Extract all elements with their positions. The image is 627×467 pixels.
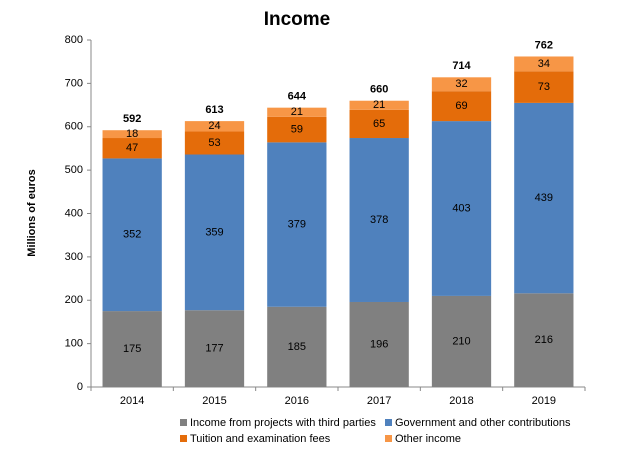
bar-segment	[267, 107, 327, 117]
value-label: 439	[535, 192, 553, 204]
value-label: 21	[373, 99, 385, 111]
legend-label: Income from projects with third parties	[190, 417, 376, 429]
x-tick-label: 2019	[532, 395, 556, 407]
bar-segment	[267, 116, 327, 143]
value-label: 185	[288, 341, 306, 353]
bar-segment	[514, 56, 574, 72]
value-label: 378	[370, 214, 388, 226]
value-label: 53	[208, 137, 220, 149]
value-label: 47	[126, 142, 138, 154]
legend-label: Government and other contributions	[395, 417, 571, 429]
bar-segment	[267, 142, 327, 307]
bar-segment	[514, 293, 574, 387]
bar-segment	[349, 100, 409, 110]
value-label: 65	[373, 118, 385, 130]
y-tick-label: 100	[65, 338, 83, 350]
bar-segment	[102, 158, 162, 312]
total-label: 762	[535, 39, 553, 51]
total-label: 613	[205, 104, 223, 116]
legend-swatch	[180, 435, 187, 442]
y-tick-label: 700	[65, 77, 83, 89]
value-label: 359	[205, 226, 223, 238]
x-tick-label: 2016	[285, 395, 309, 407]
y-tick-label: 500	[65, 164, 83, 176]
bar-segment	[514, 71, 574, 103]
bar-segment	[349, 301, 409, 387]
value-label: 34	[538, 58, 550, 70]
value-label: 196	[370, 338, 388, 350]
value-label: 18	[126, 128, 138, 140]
total-label: 644	[288, 91, 307, 103]
value-label: 73	[538, 81, 550, 93]
legend-label: Other income	[395, 433, 461, 445]
value-label: 175	[123, 343, 141, 355]
legend-swatch	[180, 419, 187, 426]
legend-label: Tuition and examination fees	[190, 433, 331, 445]
legend-swatch	[385, 435, 392, 442]
y-tick-label: 200	[65, 294, 83, 306]
bar-segment	[102, 138, 162, 159]
y-tick-label: 300	[65, 251, 83, 263]
bar-segment	[184, 131, 245, 155]
value-label: 210	[452, 335, 470, 347]
bar-segment	[184, 154, 245, 311]
x-tick-label: 2017	[367, 395, 391, 407]
bar-segment	[267, 306, 327, 387]
total-label: 592	[123, 113, 141, 125]
x-tick-label: 2018	[449, 395, 473, 407]
y-tick-label: 400	[65, 207, 83, 219]
bar-segment	[431, 121, 492, 296]
y-tick-label: 600	[65, 121, 83, 133]
x-tick-label: 2015	[202, 395, 226, 407]
y-axis-label: Millions of euros	[26, 169, 38, 256]
bar-segment	[102, 311, 162, 387]
bar-segment	[102, 130, 162, 139]
value-label: 69	[455, 100, 467, 112]
value-label: 32	[455, 78, 467, 90]
value-label: 403	[452, 202, 470, 214]
legend-swatch	[385, 419, 392, 426]
bar-segment	[184, 121, 245, 132]
bar-segment	[184, 310, 245, 387]
value-label: 379	[288, 218, 306, 230]
bar-segment	[514, 102, 574, 294]
bar-segment	[431, 91, 492, 122]
bar-segment	[431, 295, 492, 387]
y-tick-label: 0	[77, 381, 83, 393]
total-label: 660	[370, 84, 388, 96]
total-label: 714	[452, 60, 471, 72]
value-label: 216	[535, 334, 553, 346]
y-tick-label: 800	[65, 34, 83, 46]
bar-segment	[431, 77, 492, 92]
value-label: 59	[291, 123, 303, 135]
bar-segment	[349, 109, 409, 139]
chart-title: Income	[264, 9, 331, 30]
value-label: 24	[208, 120, 220, 132]
x-tick-label: 2014	[120, 395, 144, 407]
bar-segment	[349, 138, 409, 302]
value-label: 177	[205, 343, 223, 355]
value-label: 352	[123, 229, 141, 241]
value-label: 21	[291, 106, 303, 118]
